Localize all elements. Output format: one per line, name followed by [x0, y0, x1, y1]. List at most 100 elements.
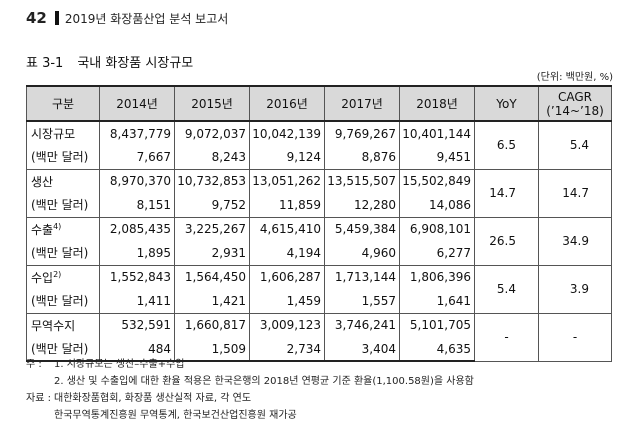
table-row-usd: (백만 달러) 484 1,509 2,734 3,404 4,635: [26, 337, 612, 362]
header-category: 구분: [26, 85, 100, 122]
footnote-marker: 4): [53, 221, 62, 231]
note-line: 주 : 1. 시장규모는 생산–수출+수입: [26, 356, 474, 373]
header-year: 2014년: [99, 85, 175, 122]
row-label: 무역수지: [26, 312, 100, 337]
source-line: 한국무역통계진흥원 무역통계, 한국보건산업진흥원 재가공: [26, 407, 474, 424]
note-label: 주 :: [26, 359, 42, 370]
table-row-usd: (백만 달러) 1,895 2,931 4,194 4,960 6,277: [26, 241, 612, 266]
usd-value: 11,859: [249, 193, 325, 218]
krw-value: 9,072,037: [174, 120, 250, 145]
usd-value: 8,151: [99, 193, 175, 218]
usd-value: 6,277: [399, 241, 475, 266]
krw-value: 10,732,853: [174, 168, 250, 193]
table-notes: 주 : 1. 시장규모는 생산–수출+수입 2. 생산 및 수출입에 대한 환율…: [26, 356, 474, 424]
krw-value: 5,101,705: [399, 312, 475, 337]
usd-value: 1,895: [99, 241, 175, 266]
krw-value: 3,746,241: [324, 312, 400, 337]
source-text: 대한화장품협회, 화장품 생산실적 자료, 각 연도: [54, 393, 252, 404]
usd-value: 12,280: [324, 193, 400, 218]
usd-value: 1,557: [324, 289, 400, 314]
header-year: 2017년: [324, 85, 400, 122]
row-label: 수출4): [26, 216, 100, 241]
note-text: 2. 생산 및 수출입에 대한 환율 적용은 한국은행의 2018년 연평균 기…: [54, 376, 474, 387]
usd-value: 8,243: [174, 145, 250, 170]
cagr-value: 3.9: [538, 264, 612, 314]
header-cagr-line1: CAGR: [557, 89, 592, 104]
krw-value: 10,042,139: [249, 120, 325, 145]
usd-value: 4,960: [324, 241, 400, 266]
usd-value: 9,752: [174, 193, 250, 218]
source-label: 자료 :: [26, 393, 51, 404]
krw-value: 1,713,144: [324, 264, 400, 289]
row-label: 시장규모: [26, 120, 100, 145]
usd-value: 2,734: [249, 337, 325, 362]
usd-value: 7,667: [99, 145, 175, 170]
table-number: 표 3-1: [26, 56, 64, 71]
krw-value: 13,051,262: [249, 168, 325, 193]
table-row-krw: 수출4) 2,085,435 3,225,267 4,615,410 5,459…: [26, 216, 612, 266]
krw-value: 1,660,817: [174, 312, 250, 337]
krw-value: 532,591: [99, 312, 175, 337]
cagr-value: 14.7: [538, 168, 612, 218]
row-sublabel: (백만 달러): [26, 337, 100, 362]
table-caption: 표 3-1 국내 화장품 시장규모: [26, 52, 193, 71]
usd-value: 9,124: [249, 145, 325, 170]
krw-value: 3,225,267: [174, 216, 250, 241]
yoy-value: 5.4: [474, 264, 539, 314]
krw-value: 10,401,144: [399, 120, 475, 145]
usd-value: 9,451: [399, 145, 475, 170]
usd-value: 1,641: [399, 289, 475, 314]
usd-value: 4,194: [249, 241, 325, 266]
row-label: 생산: [26, 168, 100, 193]
row-sublabel: (백만 달러): [26, 145, 100, 170]
yoy-value: 6.5: [474, 120, 539, 170]
krw-value: 1,606,287: [249, 264, 325, 289]
unit-note: (단위: 백만원, %): [536, 72, 613, 83]
page-header: 42 2019년 화장품산업 분석 보고서: [26, 8, 228, 28]
yoy-value: -: [474, 312, 539, 362]
usd-value: 1,509: [174, 337, 250, 362]
krw-value: 8,437,779: [99, 120, 175, 145]
header-cagr-line2: (’14~’18): [546, 103, 604, 118]
usd-value: 484: [99, 337, 175, 362]
row-sublabel: (백만 달러): [26, 193, 100, 218]
row-sublabel: (백만 달러): [26, 289, 100, 314]
yoy-value: 26.5: [474, 216, 539, 266]
usd-value: 1,459: [249, 289, 325, 314]
table-row-krw: 생산 8,970,370 10,732,853 13,051,262 13,51…: [26, 168, 612, 218]
usd-value: 1,421: [174, 289, 250, 314]
table-row-krw: 시장규모 8,437,779 9,072,037 10,042,139 9,76…: [26, 120, 612, 170]
table-title: 국내 화장품 시장규모: [77, 56, 194, 71]
krw-value: 6,908,101: [399, 216, 475, 241]
cagr-value: 34.9: [538, 216, 612, 266]
krw-value: 1,552,843: [99, 264, 175, 289]
usd-value: 4,635: [399, 337, 475, 362]
row-label: 수입2): [26, 264, 100, 289]
table-row-krw: 수입2) 1,552,843 1,564,450 1,606,287 1,713…: [26, 264, 612, 314]
yoy-value: 14.7: [474, 168, 539, 218]
header-year: 2018년: [399, 85, 475, 122]
page-number: 42: [26, 9, 47, 27]
krw-value: 15,502,849: [399, 168, 475, 193]
krw-value: 9,769,267: [324, 120, 400, 145]
report-title: 2019년 화장품산업 분석 보고서: [64, 11, 229, 26]
table-header-row: 구분 2014년 2015년 2016년 2017년 2018년 YoY CAG…: [26, 85, 612, 122]
krw-value: 2,085,435: [99, 216, 175, 241]
krw-value: 1,806,396: [399, 264, 475, 289]
source-line: 자료 : 대한화장품협회, 화장품 생산실적 자료, 각 연도: [26, 390, 474, 407]
krw-value: 4,615,410: [249, 216, 325, 241]
krw-value: 3,009,123: [249, 312, 325, 337]
header-year: 2015년: [174, 85, 250, 122]
header-yoy: YoY: [474, 85, 539, 122]
krw-value: 8,970,370: [99, 168, 175, 193]
usd-value: 1,411: [99, 289, 175, 314]
krw-value: 1,564,450: [174, 264, 250, 289]
table-row-krw: 무역수지 532,591 1,660,817 3,009,123 3,746,2…: [26, 312, 612, 362]
cagr-value: 5.4: [538, 120, 612, 170]
table-row-usd: (백만 달러) 8,151 9,752 11,859 12,280 14,086: [26, 193, 612, 218]
footnote-marker: 2): [53, 269, 62, 279]
row-sublabel: (백만 달러): [26, 241, 100, 266]
header-cagr: CAGR (’14~’18): [538, 85, 612, 122]
usd-value: 2,931: [174, 241, 250, 266]
usd-value: 14,086: [399, 193, 475, 218]
